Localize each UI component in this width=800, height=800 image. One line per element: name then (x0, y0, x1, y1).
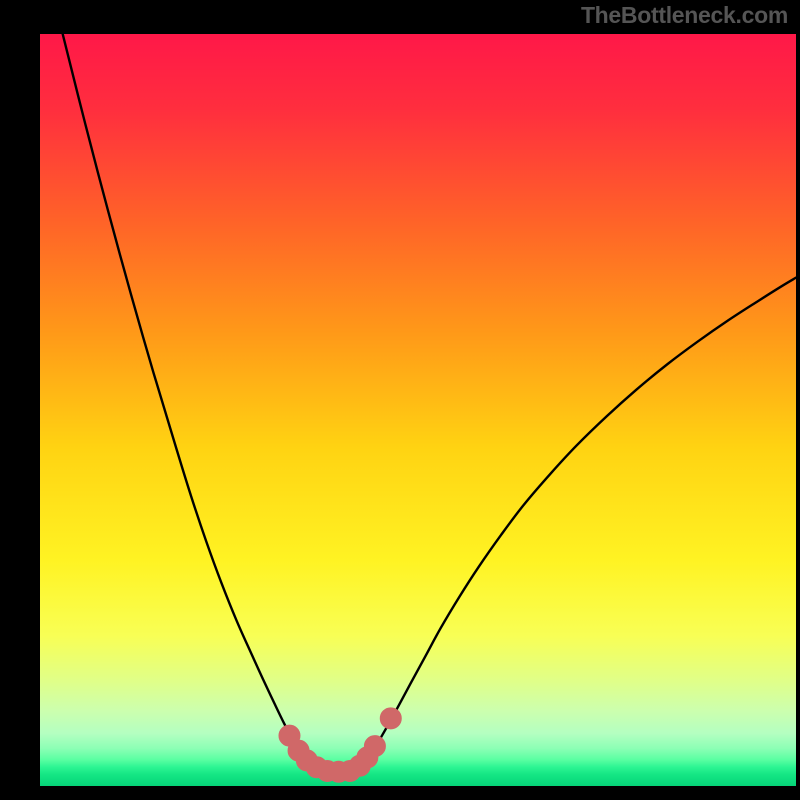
chart-container: { "canvas": { "width": 800, "height": 80… (0, 0, 800, 800)
chart-background (40, 34, 796, 786)
valley-marker (364, 736, 385, 757)
valley-marker (380, 708, 401, 729)
watermark-text: TheBottleneck.com (581, 2, 788, 29)
bottleneck-curve-chart (0, 0, 800, 800)
